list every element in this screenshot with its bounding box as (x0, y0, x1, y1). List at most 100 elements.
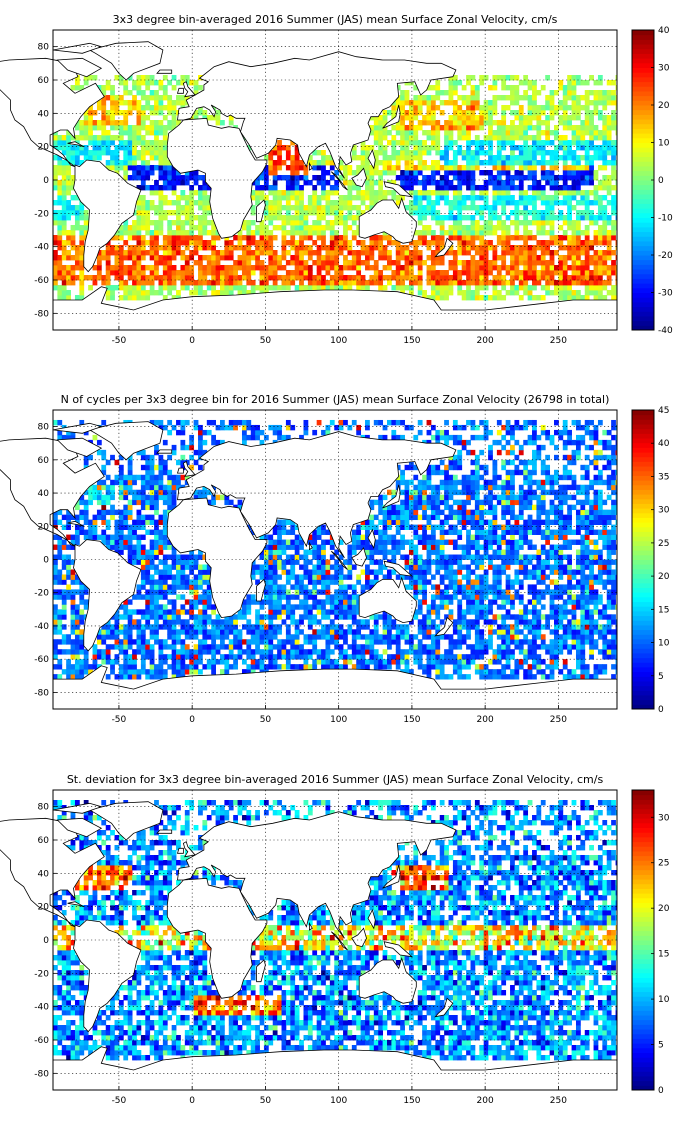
heatmap-bin (457, 280, 463, 286)
heatmap-bin (61, 175, 67, 181)
coastline-newguinea (383, 181, 414, 198)
heatmap-bin (158, 260, 164, 266)
heatmap-bin (532, 659, 537, 665)
heatmap-bin (514, 145, 520, 151)
colorbar-swatch (632, 292, 654, 298)
heatmap-bin (554, 659, 559, 665)
heatmap-bin (488, 230, 493, 236)
heatmap-bin (316, 659, 322, 665)
heatmap-bin (435, 659, 441, 665)
heatmap-bin (61, 290, 67, 296)
heatmap-bin (171, 250, 177, 256)
heatmap-bin (145, 614, 151, 620)
coastlines (0, 41, 618, 331)
heatmap-bin (215, 120, 221, 126)
heatmap-bin (404, 639, 410, 645)
heatmap-bin (329, 225, 335, 231)
heatmap-bin (162, 115, 168, 121)
heatmap-bin (400, 140, 405, 146)
heatmap-bin (118, 285, 124, 291)
heatmap-bin (496, 624, 502, 630)
heatmap-bin (132, 609, 137, 615)
heatmap-bin (237, 280, 243, 286)
heatmap-bin (321, 150, 326, 156)
colorbar-swatch (632, 222, 654, 228)
heatmap-bin (575, 664, 581, 670)
heatmap-bin (466, 205, 471, 211)
heatmap-bin (307, 225, 313, 231)
heatmap-bin (571, 185, 577, 191)
heatmap-bin (567, 245, 572, 251)
colorbar-tick-label: -40 (658, 326, 673, 336)
heatmap-bin (105, 130, 111, 136)
heatmap-bin (61, 200, 67, 206)
heatmap-bin (162, 165, 168, 171)
heatmap-bin (184, 235, 190, 241)
heatmap-bin (70, 649, 76, 655)
heatmap-bin (321, 614, 326, 620)
heatmap-bin (184, 245, 190, 251)
heatmap-bin (61, 639, 67, 645)
heatmap-bin (404, 90, 410, 96)
heatmap-bin (105, 120, 111, 126)
heatmap-bin (268, 230, 274, 236)
heatmap-bin (549, 140, 555, 146)
heatmap-bin (426, 240, 432, 246)
heatmap-bin (171, 245, 177, 251)
heatmap-bin (496, 175, 502, 181)
heatmap-bin (606, 160, 612, 166)
heatmap-bin (154, 90, 159, 96)
heatmap-bin (57, 619, 63, 625)
heatmap-bin (158, 145, 164, 151)
heatmap-bin (369, 125, 375, 131)
colorbar-tick-label: 20 (658, 101, 670, 111)
heatmap-bin (171, 285, 177, 291)
heatmap-bin (290, 619, 296, 625)
heatmap-bin (466, 260, 471, 266)
heatmap-bin (549, 674, 555, 680)
heatmap-bin (180, 210, 186, 216)
heatmap-bin (430, 135, 436, 141)
heatmap-bin (140, 609, 146, 615)
heatmap-bin (532, 110, 537, 116)
heatmap-bin (294, 255, 300, 261)
heatmap-bin (193, 115, 199, 121)
heatmap-bin (602, 250, 608, 256)
heatmap-bin (435, 255, 441, 261)
heatmap-bin (307, 200, 313, 206)
heatmap-bin (488, 609, 493, 615)
heatmap-bin (593, 80, 599, 86)
colorbar-swatch (632, 231, 654, 237)
heatmap-bin (66, 265, 71, 271)
heatmap-bin (101, 654, 107, 660)
heatmap-bin (316, 215, 322, 221)
heatmap-bin (158, 170, 164, 176)
heatmap-bin (329, 240, 335, 246)
heatmap-bin (79, 85, 85, 91)
heatmap-bin (263, 205, 269, 211)
heatmap-bin (290, 235, 296, 241)
heatmap-bin (505, 125, 511, 131)
heatmap-bin (558, 594, 564, 600)
heatmap-bin (470, 110, 476, 116)
heatmap-bin (198, 175, 203, 181)
heatmap-bin (171, 609, 177, 615)
heatmap-bin (611, 210, 616, 216)
heatmap-bin (602, 285, 608, 291)
heatmap-bin (558, 225, 564, 231)
heatmap-bin (369, 280, 375, 286)
heatmap-bin (602, 135, 608, 141)
heatmap-bin (281, 225, 287, 231)
heatmap-bin (360, 260, 366, 266)
heatmap-bin (567, 609, 572, 615)
heatmap-bin (373, 170, 379, 176)
heatmap-bin (540, 190, 546, 196)
heatmap-bin (290, 664, 296, 670)
heatmap-bin (523, 210, 529, 216)
heatmap-bin (474, 85, 480, 91)
colorbar-swatch (632, 151, 654, 158)
heatmap-bin (127, 255, 133, 261)
heatmap-bin (338, 649, 344, 655)
heatmap-bin (184, 75, 190, 81)
heatmap-bin (466, 130, 471, 136)
